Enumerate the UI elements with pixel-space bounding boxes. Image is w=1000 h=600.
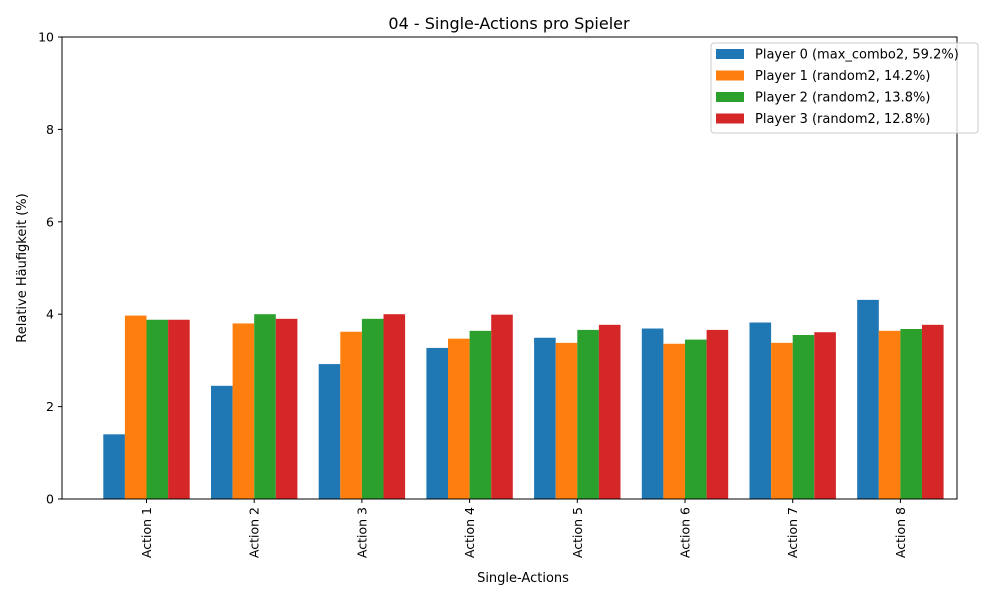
bar-series-1-category-4 [448,338,470,499]
legend-swatch-0 [716,49,744,59]
x-axis: Action 1 Action 2 Action 3 Action 4 Action 5… [139,499,908,558]
bar-series-3-category-7 [814,332,836,499]
bar-series-0-category-8 [857,299,879,499]
bar-series-0-category-1 [103,434,125,499]
y-axis: 0 2 4 6 8 10 [38,30,62,507]
bar-series-1-category-5 [555,342,578,499]
bar-series-2-category-1 [146,319,169,499]
chart-title: 04 - Single-Actions pro Spieler [388,14,630,33]
legend-swatch-3 [716,113,744,124]
bar-series-3-category-1 [168,319,190,499]
y-axis-label: Relative Häufigkeit (%) [15,193,30,342]
x-tick-label: Action 1 [139,507,154,558]
y-tick-label: 10 [38,30,54,45]
bar-series-1-category-6 [663,343,685,499]
legend-label-1: Player 1 (random2, 14.2%) [755,69,930,84]
x-tick-label: Action 7 [785,507,800,558]
bars-group [103,299,944,499]
y-tick-label: 8 [46,122,54,137]
bar-series-2-category-2 [254,314,276,499]
bar-series-2-category-8 [900,328,922,499]
bar-series-1-category-2 [232,323,255,499]
bar-series-2-category-4 [469,330,492,499]
legend: Player 0 (max_combo2, 59.2%) Player 1 (ra… [710,42,979,134]
x-tick-label: Action 3 [354,507,369,558]
bar-series-3-category-3 [383,314,406,499]
bar-series-2-category-7 [792,334,815,499]
legend-box [710,42,979,134]
y-tick-label: 2 [46,399,54,414]
bar-series-1-category-3 [340,331,362,499]
bar-series-3-category-6 [706,329,729,499]
bar-series-1-category-7 [771,342,793,499]
bar-series-1-category-1 [124,315,147,499]
bar-series-3-category-2 [275,318,298,499]
y-tick-label: 4 [46,307,54,322]
bar-series-3-category-5 [598,324,621,499]
y-tick-label: 0 [46,492,54,507]
bar-series-2-category-3 [361,318,384,499]
x-tick-label: Action 2 [247,507,262,558]
bar-series-0-category-3 [318,364,341,499]
bar-series-3-category-4 [491,314,513,499]
bar-series-0-category-4 [426,347,448,499]
plot-area-frame [61,36,958,500]
bar-series-2-category-6 [685,339,707,499]
bar-series-0-category-6 [641,328,664,499]
bar-series-0-category-5 [534,337,556,499]
bar-series-3-category-8 [922,324,944,499]
legend-label-2: Player 2 (random2, 13.8%) [755,91,930,106]
x-axis-label: Single-Actions [477,571,569,586]
y-tick-label: 6 [46,214,54,229]
x-tick-label: Action 6 [678,507,693,558]
x-tick-label: Action 5 [570,507,585,558]
bar-series-0-category-2 [211,385,233,499]
bar-series-2-category-5 [577,329,599,499]
legend-label-0: Player 0 (max_combo2, 59.2%) [755,48,959,63]
bar-series-1-category-8 [878,330,901,499]
legend-label-3: Player 3 (random2, 12.8%) [755,112,930,127]
x-tick-label: Action 4 [462,507,477,558]
legend-swatch-2 [716,92,744,102]
legend-swatch-1 [716,70,744,81]
bar-series-0-category-7 [749,322,772,499]
x-tick-label: Action 8 [893,507,908,558]
